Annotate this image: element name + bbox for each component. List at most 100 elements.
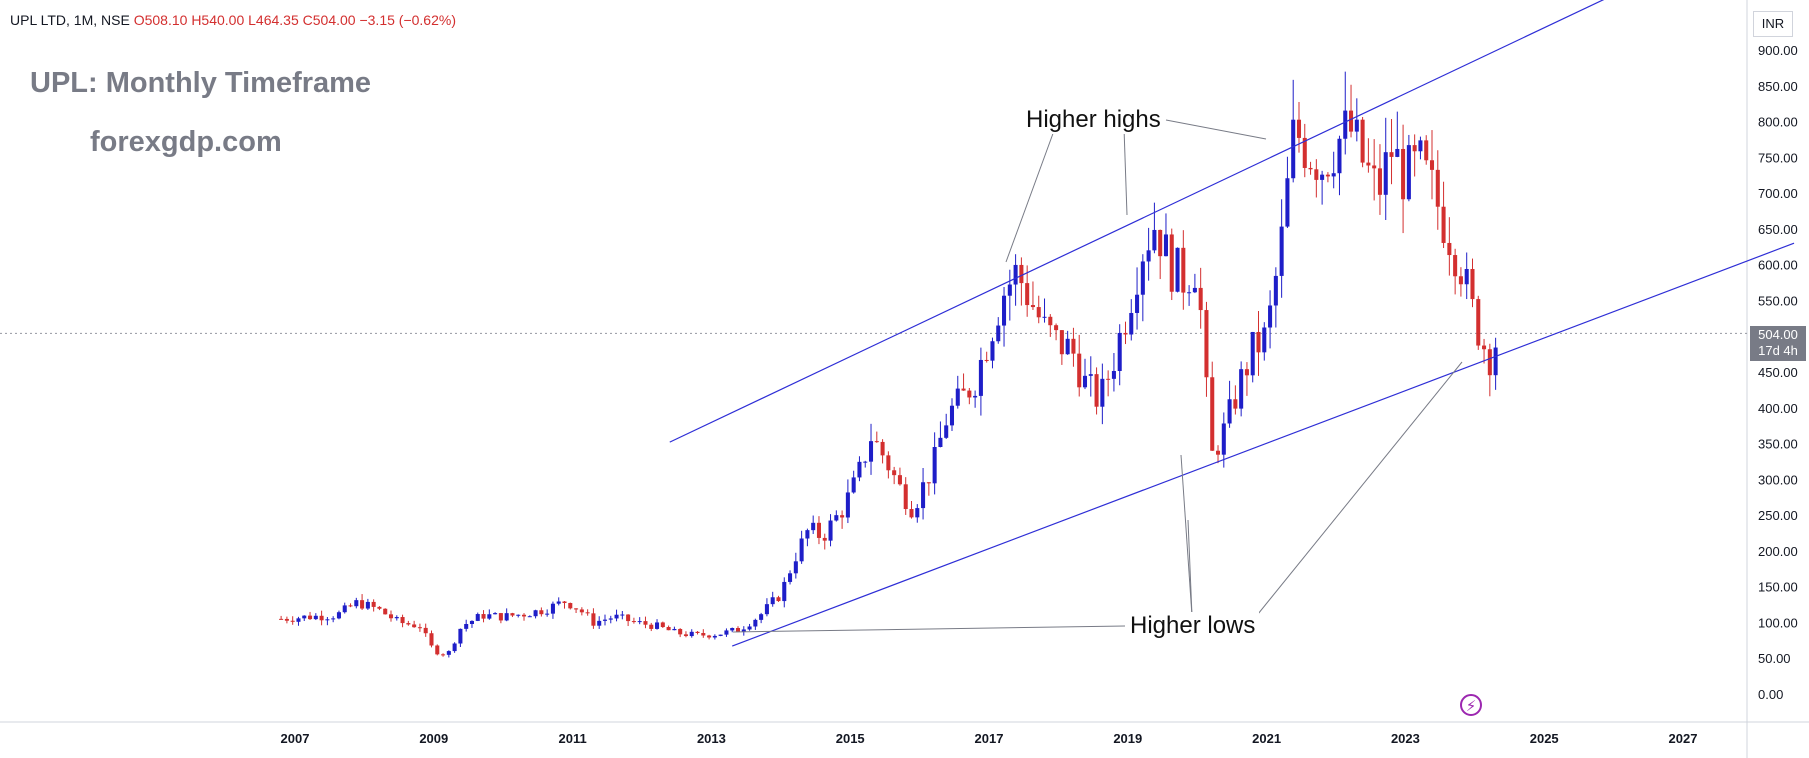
- candle-body: [1343, 110, 1348, 139]
- bar-countdown: 17d 4h: [1758, 343, 1798, 358]
- candle-body: [631, 621, 636, 623]
- candle-body: [1476, 299, 1481, 346]
- candle-body: [926, 482, 931, 484]
- candle-body: [672, 628, 677, 631]
- candle-body: [1123, 332, 1128, 335]
- candle-body: [1169, 234, 1174, 292]
- candle-body: [521, 614, 527, 617]
- candle-body: [649, 624, 654, 629]
- candle-body: [1406, 145, 1411, 200]
- candle-body: [741, 629, 746, 632]
- higher-lows-label: Higher lows: [1126, 612, 1260, 640]
- candle-body: [1482, 345, 1487, 350]
- candle-body: [1233, 399, 1238, 409]
- x-tick-label: 2009: [419, 731, 448, 746]
- candle-body: [1048, 316, 1053, 326]
- candle-body: [996, 325, 1001, 342]
- candle-body: [1221, 423, 1226, 455]
- candle-body: [724, 630, 729, 635]
- candle-body: [412, 624, 417, 628]
- y-tick-label: 50.00: [1758, 651, 1791, 666]
- candle-body: [400, 617, 405, 624]
- candle-body: [1210, 377, 1215, 451]
- candle-body: [1135, 294, 1140, 313]
- candle-body: [423, 627, 428, 634]
- y-tick-label: 800.00: [1758, 115, 1798, 130]
- candle-body: [1412, 145, 1417, 152]
- candle-body: [1366, 162, 1371, 166]
- candle-body: [377, 606, 382, 609]
- candle-body: [510, 613, 515, 616]
- y-tick-label: 150.00: [1758, 580, 1798, 595]
- candle-body: [857, 461, 862, 478]
- candle-body: [1071, 338, 1076, 354]
- candle-body: [469, 620, 474, 625]
- upper-channel-line[interactable]: [669, 0, 1649, 443]
- candle-body: [805, 530, 810, 539]
- y-tick-label: 200.00: [1758, 544, 1798, 559]
- candle-body: [1215, 450, 1221, 455]
- candle-body: [1424, 140, 1429, 161]
- candle-body: [1453, 255, 1458, 277]
- trendlines[interactable]: [669, 0, 1795, 647]
- candle-body: [394, 617, 399, 619]
- candle-body: [429, 633, 434, 646]
- candle-body: [568, 603, 573, 609]
- higher-highs-label: Higher highs: [1022, 106, 1165, 134]
- candle-body: [1129, 312, 1134, 335]
- candle-body: [961, 388, 966, 391]
- lightning-icon[interactable]: ⚡: [1460, 694, 1482, 716]
- candle-body: [984, 359, 989, 361]
- candle-body: [1065, 338, 1070, 355]
- candle-body: [978, 359, 983, 396]
- candle-body: [973, 395, 978, 398]
- candle-body: [1077, 353, 1082, 388]
- candlesticks: [279, 71, 1498, 658]
- candle-body: [1042, 316, 1047, 318]
- x-tick-label: 2015: [836, 731, 865, 746]
- candle-body: [417, 627, 422, 629]
- candle-body: [597, 620, 602, 626]
- candle-body: [1441, 206, 1446, 243]
- candle-body: [1082, 375, 1088, 388]
- candle-body: [1204, 310, 1209, 378]
- candle-body: [1302, 137, 1307, 168]
- candle-body: [799, 538, 804, 562]
- candle-body: [1296, 119, 1302, 138]
- x-tick-label: 2011: [558, 731, 586, 746]
- candle-body: [481, 614, 486, 619]
- candle-body: [585, 612, 590, 614]
- candle-body: [1025, 283, 1030, 306]
- candle-body: [1447, 242, 1452, 256]
- candle-body: [1308, 167, 1313, 170]
- candle-body: [753, 619, 758, 627]
- candle-body: [949, 405, 955, 426]
- candle-body: [915, 508, 920, 518]
- candle-body: [591, 613, 596, 626]
- candle-body: [464, 624, 469, 629]
- candle-body: [614, 614, 619, 619]
- candle-body: [1192, 287, 1197, 293]
- candle-body: [1007, 284, 1012, 296]
- candle-body: [458, 628, 463, 644]
- candle-body: [574, 608, 579, 610]
- y-tick-label: 0.00: [1758, 687, 1783, 702]
- candle-body: [1059, 330, 1064, 355]
- lower-channel-line[interactable]: [732, 242, 1795, 647]
- ohlc-header: UPL LTD, 1M, NSE O508.10 H540.00 L464.35…: [10, 12, 456, 28]
- candle-body: [1054, 325, 1059, 331]
- x-tick-label: 2019: [1113, 731, 1142, 746]
- higher-lows-pointer-2013: [732, 625, 1126, 633]
- candle-body: [1360, 119, 1365, 163]
- candle-body: [1256, 331, 1261, 353]
- candle-body: [845, 492, 850, 518]
- higher-highs-pointer-2017: [1005, 127, 1056, 263]
- candle-body: [897, 475, 902, 485]
- candle-body: [990, 341, 995, 361]
- candle-body: [1389, 152, 1394, 157]
- last-price-badge: 504.00 17d 4h: [1750, 326, 1806, 361]
- candle-body: [342, 605, 347, 613]
- currency-unit-label[interactable]: INR: [1753, 11, 1793, 37]
- candle-body: [1493, 347, 1498, 376]
